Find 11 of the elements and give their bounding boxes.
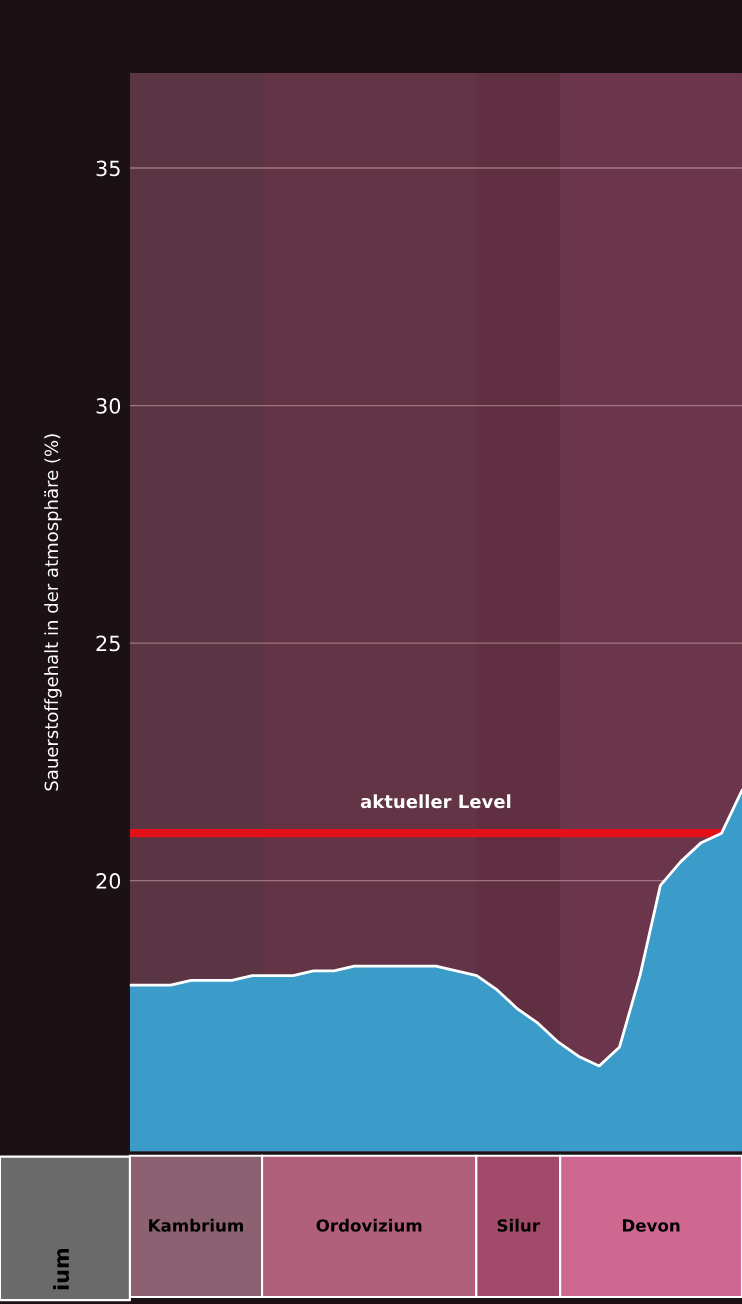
text: Kambrium xyxy=(149,1218,243,1232)
text: Devon xyxy=(622,1219,680,1232)
text: ium xyxy=(52,1248,70,1290)
y-tick-label: 30 xyxy=(96,398,121,414)
ref-line-label: aktueller Level xyxy=(360,794,511,809)
y-axis-title: Sauerstoffgehalt in der atmosphäre (%) xyxy=(44,434,62,791)
y-tick-label: 35 xyxy=(96,160,120,177)
y-tick-label: 20 xyxy=(96,873,121,889)
text: Silur xyxy=(497,1218,540,1232)
text: Ordovizium xyxy=(316,1218,422,1232)
y-tick-label: 25 xyxy=(96,635,120,652)
